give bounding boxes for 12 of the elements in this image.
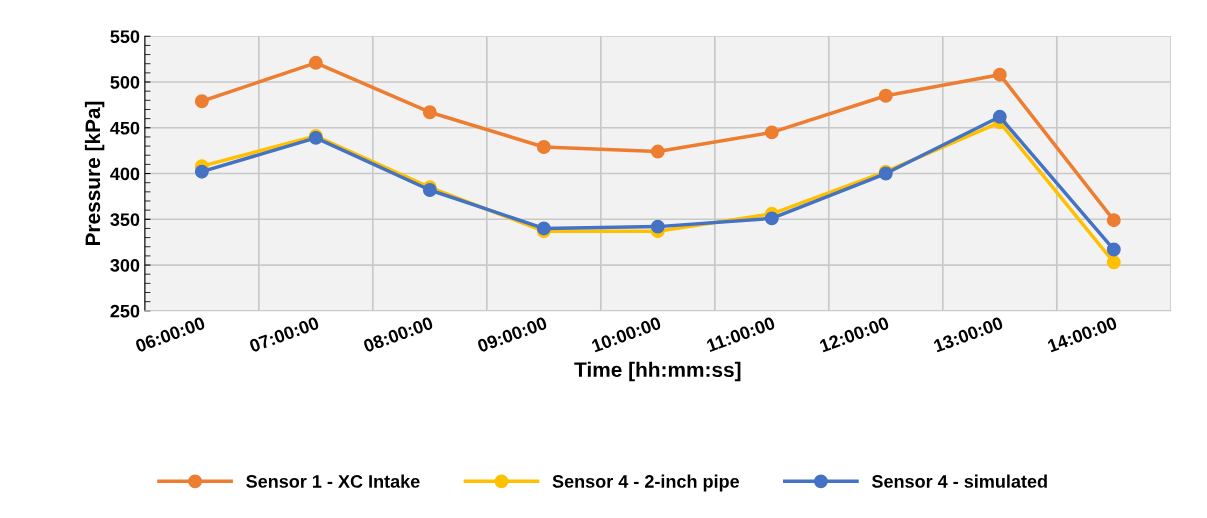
y-axis-title: Pressure [kPa] bbox=[84, 101, 105, 246]
y-tick-label: 300 bbox=[110, 258, 140, 272]
y-tick-label: 350 bbox=[110, 213, 140, 227]
y-tick-label: 250 bbox=[110, 304, 140, 318]
legend-label: Sensor 1 - XC Intake bbox=[246, 474, 420, 488]
legend-label: Sensor 4 - simulated bbox=[871, 474, 1047, 488]
y-tick-label: 500 bbox=[110, 75, 140, 89]
y-tick-label: 450 bbox=[110, 121, 140, 135]
y-tick-label: 400 bbox=[110, 167, 140, 181]
y-tick-label: 550 bbox=[110, 30, 140, 43]
x-axis-title: Time [hh:mm:ss] bbox=[574, 361, 741, 382]
legend-label: Sensor 4 - 2-inch pipe bbox=[552, 474, 740, 492]
